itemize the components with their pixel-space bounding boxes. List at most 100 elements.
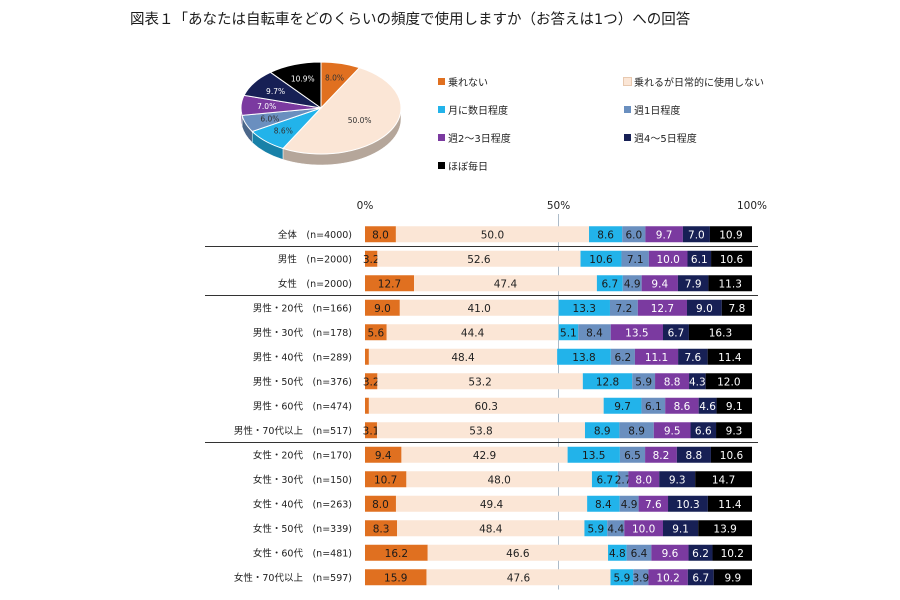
- data-label: 8.3: [373, 523, 390, 535]
- bar-segment: [365, 324, 387, 341]
- bar-segment: [584, 520, 608, 537]
- bar-segment: [648, 250, 688, 267]
- axis-tick-label: 0%: [357, 200, 374, 212]
- legend-label: 週4～5日程度: [634, 134, 697, 145]
- data-label: 8.8: [664, 376, 681, 388]
- bar-segment: [578, 324, 611, 341]
- bar-segment: [705, 373, 752, 390]
- legend-label: 乗れない: [448, 78, 488, 89]
- bar-segment: [603, 397, 642, 414]
- data-label: 8.4: [595, 499, 612, 511]
- data-label: 12.7: [651, 303, 674, 315]
- data-label: 3.9: [632, 572, 649, 584]
- bar-segment: [645, 446, 677, 463]
- data-label: 5.9: [587, 523, 604, 535]
- data-label: 6.0: [625, 229, 642, 241]
- legend-swatch: [438, 162, 445, 169]
- data-label: 7.1: [627, 254, 644, 266]
- bar-segment: [651, 544, 689, 561]
- pie-label-5: 9.7%: [266, 87, 285, 96]
- bar-segment: [716, 422, 752, 439]
- bar-segment: [619, 446, 646, 463]
- data-label: 42.9: [473, 450, 496, 462]
- bar-segment: [641, 275, 678, 292]
- category-label: 男性・30代 (n=178): [253, 327, 352, 339]
- data-label: 6.7: [668, 327, 685, 339]
- bar-segment: [589, 226, 623, 243]
- bar-segment: [695, 471, 752, 488]
- data-label: 10.3: [676, 499, 699, 511]
- category-label: 女性・70代以上 (n=597): [234, 572, 352, 584]
- pie-slice-6: [269, 61, 322, 109]
- data-label: 4.9: [624, 278, 641, 290]
- data-label: 5.6: [367, 327, 384, 339]
- data-label: 9.7: [614, 401, 631, 413]
- bar-segment: [395, 495, 588, 512]
- bar-segment: [427, 544, 609, 561]
- bar-segment: [632, 373, 656, 390]
- legend-swatch: [438, 134, 445, 141]
- data-label: 16.2: [385, 548, 408, 560]
- data-label: 11.3: [719, 278, 742, 290]
- data-label: 10.7: [374, 474, 397, 486]
- data-label: 48.4: [479, 523, 503, 535]
- legend-swatch: [623, 77, 632, 86]
- data-label: 4.4: [607, 523, 624, 535]
- data-label: 6.7: [601, 278, 618, 290]
- pie-label-3: 6.0%: [260, 115, 279, 124]
- legend-item: 週1日程度: [624, 102, 680, 117]
- bar-segment: [648, 569, 688, 586]
- category-label: 女性・50代 (n=339): [253, 523, 352, 535]
- bar-segment: [397, 520, 585, 537]
- bar-segment: [709, 226, 752, 243]
- bar-segment: [626, 544, 652, 561]
- data-label: 6.1: [645, 401, 662, 413]
- legend-swatch: [624, 134, 631, 141]
- data-label: 60.3: [475, 401, 498, 413]
- data-label: 4.8: [609, 548, 626, 560]
- data-label: 3.1: [363, 425, 380, 437]
- legend-item: 乗れない: [438, 74, 488, 89]
- bar-segment: [707, 348, 752, 365]
- data-label: 48.4: [451, 352, 475, 364]
- pie-chart: 8.0% 50.0% 8.6% 6.0% 7.0% 9.7% 10.9%: [240, 61, 402, 166]
- bar-segment: [687, 569, 714, 586]
- bar-segment: [377, 250, 581, 267]
- bar-segment: [596, 275, 623, 292]
- data-label: 6.5: [624, 450, 641, 462]
- data-label: 8.4: [586, 327, 603, 339]
- data-label: 8.9: [594, 425, 611, 437]
- data-label: 8.0: [372, 499, 389, 511]
- bar-segment: [655, 373, 690, 390]
- data-label: 11.1: [645, 352, 668, 364]
- bar-segment: [365, 275, 415, 292]
- bar-segment: [713, 569, 752, 586]
- pie-slice-1: [282, 67, 402, 155]
- bar-segment: [610, 348, 635, 365]
- bar-segment: [622, 226, 646, 243]
- bar-segment: [376, 422, 585, 439]
- bar-segment: [558, 299, 610, 316]
- data-label: 8.6: [674, 401, 691, 413]
- data-label: 53.8: [469, 425, 492, 437]
- data-label: 12.7: [378, 278, 401, 290]
- bar-segment: [567, 446, 620, 463]
- legend-swatch: [438, 106, 445, 113]
- data-label: 47.6: [507, 572, 531, 584]
- data-label: 6.7: [597, 474, 614, 486]
- legend-label: 週2～3日程度: [448, 134, 511, 145]
- data-label: 6.7: [692, 572, 709, 584]
- bar-segment: [365, 544, 428, 561]
- legend-item: 週4～5日程度: [624, 130, 697, 145]
- data-label: 9.1: [672, 523, 689, 535]
- legend-label: 月に数日程度: [448, 106, 508, 117]
- bar-segment: [721, 299, 752, 316]
- data-label: 9.6: [662, 548, 679, 560]
- chart-title: 図表１「あなたは自転車をどのくらいの頻度で使用しますか（お答えは1つ）への回答: [130, 12, 691, 28]
- data-label: 9.9: [725, 572, 742, 584]
- data-label: 13.5: [582, 450, 605, 462]
- data-label: 7.6: [645, 499, 662, 511]
- data-label: 53.2: [468, 376, 491, 388]
- data-label: 3.2: [363, 254, 380, 266]
